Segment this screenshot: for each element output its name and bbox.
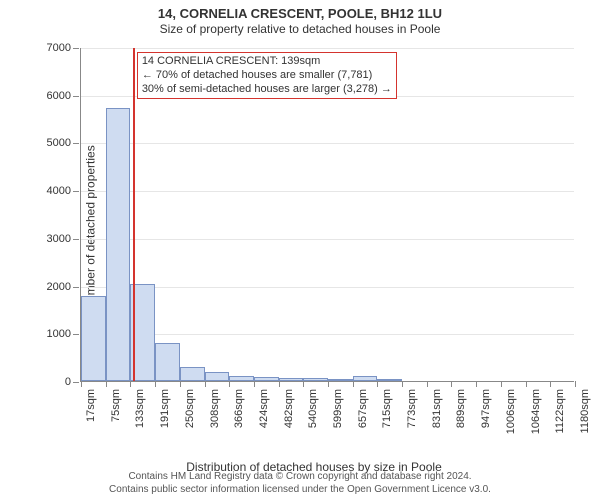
histogram-bar xyxy=(180,367,205,381)
histogram-bar xyxy=(303,378,328,381)
x-tick-label: 482sqm xyxy=(283,389,295,428)
histogram-bar xyxy=(205,372,230,381)
x-tick xyxy=(279,381,280,387)
histogram-bar xyxy=(353,376,378,381)
x-tick xyxy=(180,381,181,387)
y-tick xyxy=(73,96,79,97)
y-tick xyxy=(73,48,79,49)
x-tick-label: 191sqm xyxy=(159,389,171,428)
x-tick-label: 75sqm xyxy=(110,389,122,422)
x-tick xyxy=(476,381,477,387)
x-tick xyxy=(526,381,527,387)
x-tick xyxy=(353,381,354,387)
x-tick-label: 715sqm xyxy=(381,389,393,428)
x-tick-label: 308sqm xyxy=(209,389,221,428)
x-tick xyxy=(229,381,230,387)
gridline-h xyxy=(81,287,574,288)
x-tick-label: 366sqm xyxy=(233,389,245,428)
x-tick xyxy=(402,381,403,387)
x-tick-label: 17sqm xyxy=(85,389,97,422)
x-tick-label: 1180sqm xyxy=(579,389,591,433)
x-tick-label: 1122sqm xyxy=(554,389,566,433)
histogram-bar xyxy=(328,379,353,381)
x-tick xyxy=(328,381,329,387)
y-tick xyxy=(73,334,79,335)
annotation-line: ← 70% of detached houses are smaller (7,… xyxy=(142,69,392,83)
chart-area: Number of detached properties 14 CORNELI… xyxy=(54,48,574,408)
y-tick-label: 0 xyxy=(65,376,71,388)
annotation-line: 14 CORNELIA CRESCENT: 139sqm xyxy=(142,55,392,69)
y-tick-label: 1000 xyxy=(47,328,71,340)
x-tick-label: 1006sqm xyxy=(505,389,517,434)
chart-title: 14, CORNELIA CRESCENT, POOLE, BH12 1LU xyxy=(0,0,600,22)
annotation-box: 14 CORNELIA CRESCENT: 139sqm← 70% of det… xyxy=(137,52,397,99)
x-tick-label: 657sqm xyxy=(357,389,369,428)
y-tick xyxy=(73,382,79,383)
plot-area: 14 CORNELIA CRESCENT: 139sqm← 70% of det… xyxy=(80,48,574,382)
x-tick xyxy=(155,381,156,387)
gridline-h xyxy=(81,48,574,49)
histogram-bar xyxy=(229,376,254,381)
x-tick-label: 773sqm xyxy=(406,389,418,428)
x-tick xyxy=(550,381,551,387)
chart-subtitle: Size of property relative to detached ho… xyxy=(0,22,600,36)
x-tick xyxy=(130,381,131,387)
y-tick xyxy=(73,143,79,144)
x-tick xyxy=(303,381,304,387)
x-tick-label: 599sqm xyxy=(332,389,344,428)
x-tick xyxy=(106,381,107,387)
histogram-bar xyxy=(377,379,402,381)
x-tick xyxy=(451,381,452,387)
y-tick-label: 5000 xyxy=(47,137,71,149)
footer-line: Contains HM Land Registry data © Crown c… xyxy=(0,471,600,484)
x-tick xyxy=(575,381,576,387)
x-tick xyxy=(205,381,206,387)
annotation-line: 30% of semi-detached houses are larger (… xyxy=(142,83,392,97)
x-tick-label: 424sqm xyxy=(258,389,270,428)
histogram-bar xyxy=(155,343,180,381)
footer-line: Contains public sector information licen… xyxy=(0,484,600,497)
x-tick xyxy=(427,381,428,387)
chart-container: { "title": "14, CORNELIA CRESCENT, POOLE… xyxy=(0,0,600,500)
footer-attribution: Contains HM Land Registry data © Crown c… xyxy=(0,471,600,496)
histogram-bar xyxy=(81,296,106,381)
y-tick-label: 2000 xyxy=(47,281,71,293)
histogram-bar xyxy=(106,108,131,381)
y-tick-label: 6000 xyxy=(47,90,71,102)
x-tick-label: 540sqm xyxy=(307,389,319,428)
x-tick-label: 947sqm xyxy=(480,389,492,428)
x-tick xyxy=(254,381,255,387)
y-tick-label: 4000 xyxy=(47,185,71,197)
histogram-bar xyxy=(254,377,279,381)
y-tick xyxy=(73,239,79,240)
x-tick-label: 250sqm xyxy=(184,389,196,428)
x-tick-label: 889sqm xyxy=(455,389,467,428)
x-tick-label: 133sqm xyxy=(134,389,146,428)
property-marker-line xyxy=(133,48,135,381)
x-tick-label: 1064sqm xyxy=(530,389,542,434)
y-tick-label: 7000 xyxy=(47,42,71,54)
gridline-h xyxy=(81,239,574,240)
x-tick-label: 831sqm xyxy=(431,389,443,428)
gridline-h xyxy=(81,143,574,144)
gridline-h xyxy=(81,191,574,192)
y-tick-label: 3000 xyxy=(47,233,71,245)
histogram-bar xyxy=(279,378,304,381)
y-tick xyxy=(73,287,79,288)
x-tick xyxy=(377,381,378,387)
x-tick xyxy=(501,381,502,387)
y-tick xyxy=(73,191,79,192)
x-tick xyxy=(81,381,82,387)
gridline-h xyxy=(81,334,574,335)
